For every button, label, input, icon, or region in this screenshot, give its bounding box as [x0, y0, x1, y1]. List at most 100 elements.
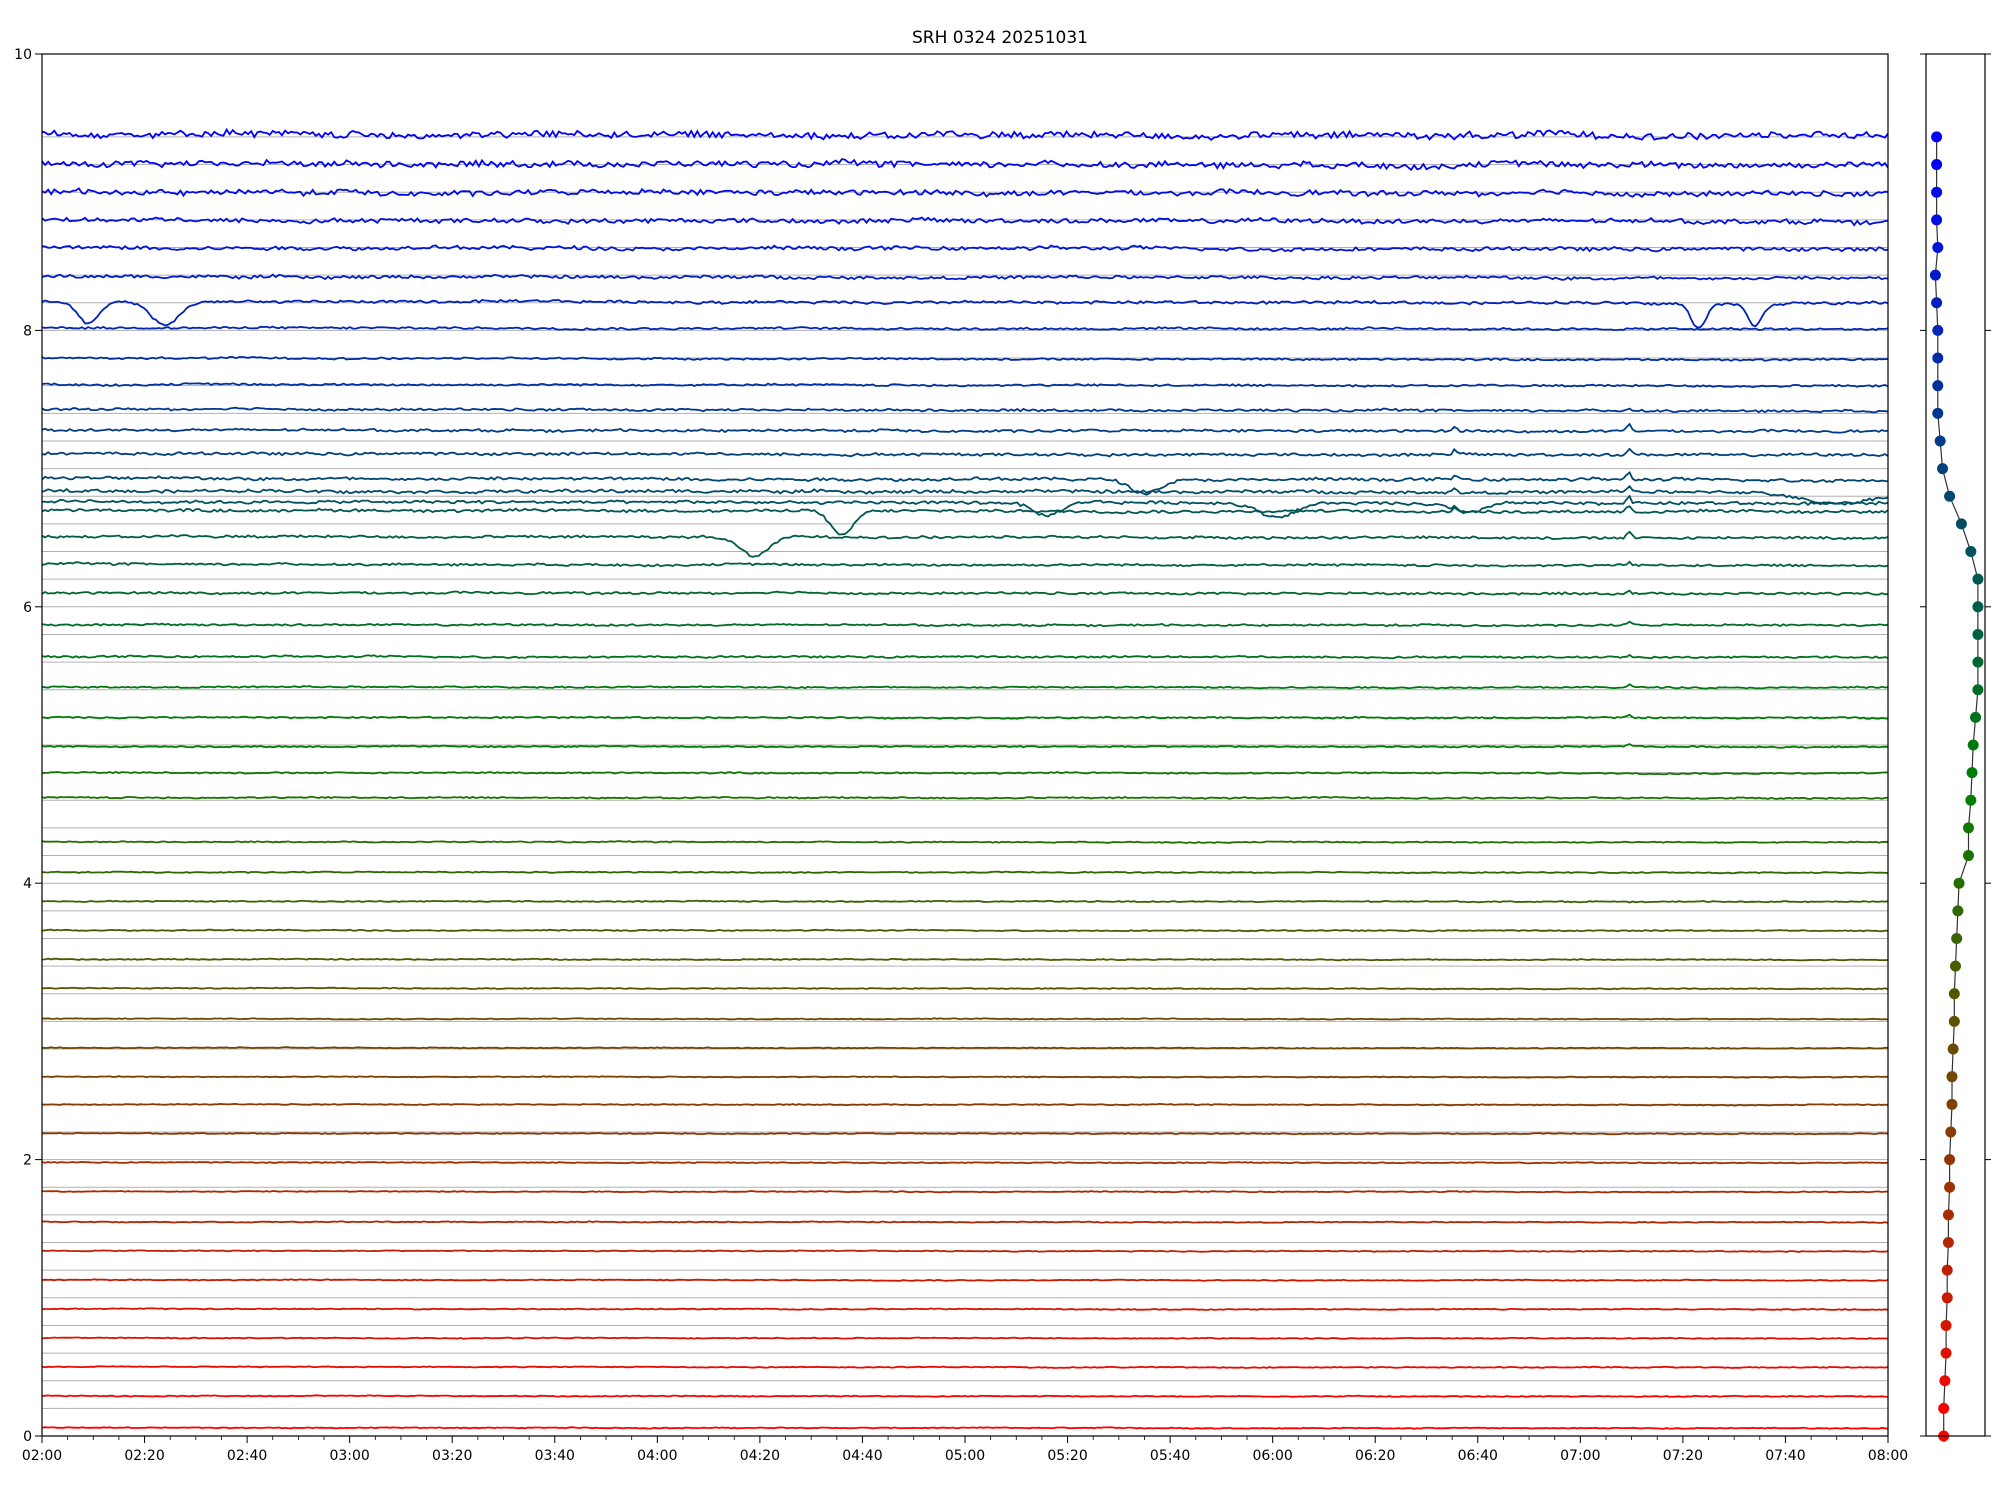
trace-line: [41, 187, 1889, 198]
side-point: [1941, 1292, 1953, 1304]
trace-line: [41, 840, 1889, 844]
side-panel: [1929, 131, 1984, 1442]
trace-line: [41, 505, 1889, 536]
side-point: [1946, 1071, 1958, 1083]
trace-line: [41, 1220, 1889, 1224]
x-tick-label: 07:00: [1560, 1448, 1600, 1464]
x-tick-label: 03:20: [432, 1448, 472, 1464]
trace-line: [41, 494, 1889, 519]
side-point: [1938, 1402, 1950, 1414]
side-point: [1942, 1237, 1954, 1249]
trace-line: [41, 530, 1889, 558]
x-tick-label: 05:20: [1047, 1448, 1087, 1464]
side-point: [1948, 988, 1960, 1000]
x-tick-label: 08:00: [1868, 1448, 1908, 1464]
side-point: [1962, 850, 1974, 862]
trace-line: [41, 957, 1889, 962]
x-tick-label: 02:20: [124, 1448, 164, 1464]
side-point: [1931, 159, 1943, 171]
x-tick-label: 07:20: [1663, 1448, 1703, 1464]
side-point: [1965, 794, 1977, 806]
trace-line: [41, 1336, 1889, 1341]
side-point: [1932, 324, 1944, 336]
side-point: [1932, 352, 1944, 364]
main-axes: 02:00 02:20 02:40 03:00 03:20 03:40 04:00 04:20…: [14, 47, 1991, 1464]
side-plot-frame: [1925, 53, 1986, 1437]
x-tick-label: 04:00: [637, 1448, 677, 1464]
trace-line: [41, 560, 1889, 568]
y-tick-label: 8: [23, 323, 32, 339]
x-tick-label: 03:40: [535, 1448, 575, 1464]
y-tick-label: 6: [23, 600, 32, 616]
y-tick-label: 2: [23, 1153, 32, 1169]
y-tick-label: 4: [23, 876, 32, 892]
x-tick-label: 04:40: [842, 1448, 882, 1464]
trace-line: [41, 382, 1889, 389]
trace-line: [41, 1131, 1888, 1136]
trace-line: [41, 1160, 1889, 1165]
trace-line: [41, 713, 1889, 720]
trace-line: [41, 743, 1889, 749]
x-tick-label: 06:00: [1252, 1448, 1292, 1464]
trace-line: [41, 683, 1889, 690]
y-tick-label: 0: [23, 1429, 32, 1445]
side-point: [1934, 435, 1946, 447]
side-point: [1939, 1375, 1951, 1387]
side-point: [1946, 1098, 1958, 1110]
side-point: [1966, 767, 1978, 779]
trace-line: [41, 770, 1889, 776]
trace-line: [41, 1075, 1889, 1079]
side-point: [1929, 269, 1941, 281]
trace-line: [41, 1046, 1889, 1050]
trace-line: [41, 470, 1889, 496]
side-point: [1931, 297, 1943, 309]
trace-line: [41, 216, 1889, 227]
trace-line: [41, 355, 1889, 362]
trace-line: [41, 325, 1889, 332]
trace-line: [41, 795, 1889, 800]
side-point: [1931, 131, 1943, 143]
side-point: [1972, 601, 1984, 613]
side-point: [1941, 1264, 1953, 1276]
side-point: [1965, 546, 1977, 558]
side-point: [1940, 1319, 1952, 1331]
trace-line: [41, 1426, 1889, 1430]
x-tick-label: 05:00: [945, 1448, 985, 1464]
x-tick-label: 04:20: [740, 1448, 780, 1464]
trace-line: [41, 1365, 1889, 1369]
trace-line: [41, 298, 1889, 329]
x-tick-label: 07:40: [1765, 1448, 1805, 1464]
trace-line: [41, 899, 1889, 904]
x-tick-label: 06:20: [1355, 1448, 1395, 1464]
trace-line: [41, 1102, 1889, 1107]
side-point: [1940, 1347, 1952, 1359]
side-point: [1931, 214, 1943, 226]
side-point: [1951, 932, 1963, 944]
trace-line: [41, 244, 1889, 253]
trace-line: [41, 1190, 1888, 1194]
x-tick-label: 05:40: [1150, 1448, 1190, 1464]
side-point: [1972, 656, 1984, 668]
side-point: [1944, 1154, 1956, 1166]
side-point: [1972, 573, 1984, 585]
side-point: [1972, 684, 1984, 696]
side-point: [1932, 407, 1944, 419]
side-point: [1970, 711, 1982, 723]
trace-line: [41, 1394, 1889, 1398]
side-point: [1953, 877, 1965, 889]
x-tick-label: 02:00: [22, 1448, 62, 1464]
x-tick-label: 02:40: [227, 1448, 267, 1464]
trace-line: [41, 422, 1889, 434]
y-tick-label: 10: [14, 47, 32, 63]
side-point: [1932, 241, 1944, 253]
trace-line: [41, 1017, 1889, 1021]
trace-line: [41, 127, 1889, 141]
x-tick-label: 03:00: [329, 1448, 369, 1464]
trace-line: [41, 620, 1889, 628]
trace-line: [41, 447, 1889, 458]
trace-line: [41, 273, 1889, 281]
side-point: [1967, 739, 1979, 751]
trace-line: [41, 928, 1889, 933]
trace-line: [41, 484, 1889, 506]
side-point: [1942, 1209, 1954, 1221]
